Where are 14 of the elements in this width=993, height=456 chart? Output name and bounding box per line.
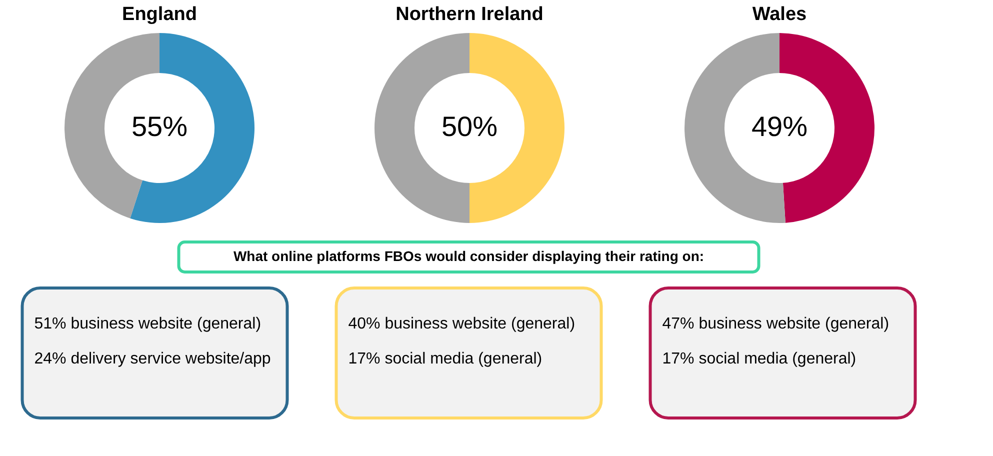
text: 55% <box>131 111 188 142</box>
chart-title: Northern Ireland <box>396 4 544 25</box>
chart-title: England <box>122 4 197 25</box>
text: 40% business website (general) <box>348 316 576 332</box>
text: 17% social media (general) <box>348 350 542 368</box>
text: 24% delivery service website/app <box>34 350 271 368</box>
text: 49% <box>751 111 808 142</box>
chart-title: Wales <box>752 4 807 25</box>
text: What online platforms FBOs would consider displaying their rating on: <box>233 248 704 264</box>
donut-slice <box>130 33 254 223</box>
text: 50% <box>441 111 498 142</box>
text: 51% business website (general) <box>34 316 262 332</box>
text: 17% social media (general) <box>662 350 856 368</box>
text: 47% business website (general) <box>662 316 890 332</box>
